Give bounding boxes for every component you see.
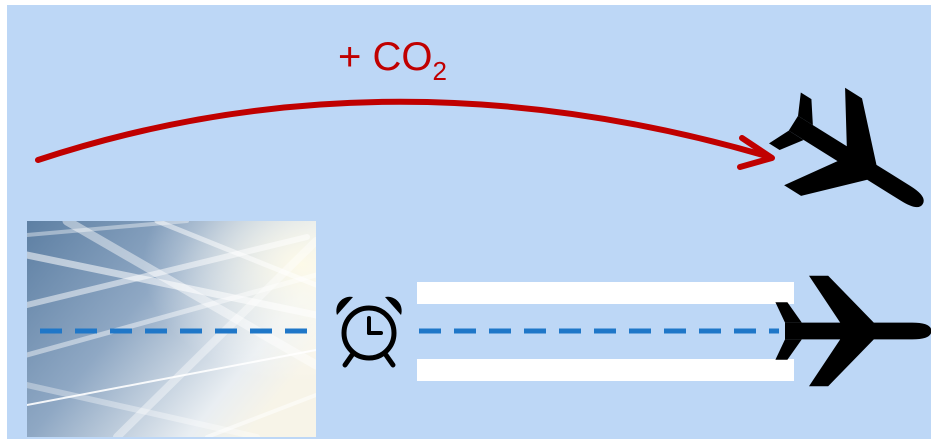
co2-label-subscript: 2 (432, 56, 446, 86)
alarm-clock-icon (336, 296, 402, 368)
co2-label-prefix: + CO (338, 35, 432, 79)
airplane-icon (769, 87, 924, 208)
diagram-canvas: + CO2 (7, 5, 931, 439)
co2-arc-arrow (35, 98, 775, 170)
co2-label: + CO2 (338, 35, 447, 86)
airplane-icon (775, 275, 931, 387)
contrail-bar-top (417, 282, 794, 304)
diagram-svg: + CO2 (27, 35, 931, 437)
contrail-sky-photo (27, 221, 316, 437)
contrail-bar-bottom (417, 359, 794, 381)
